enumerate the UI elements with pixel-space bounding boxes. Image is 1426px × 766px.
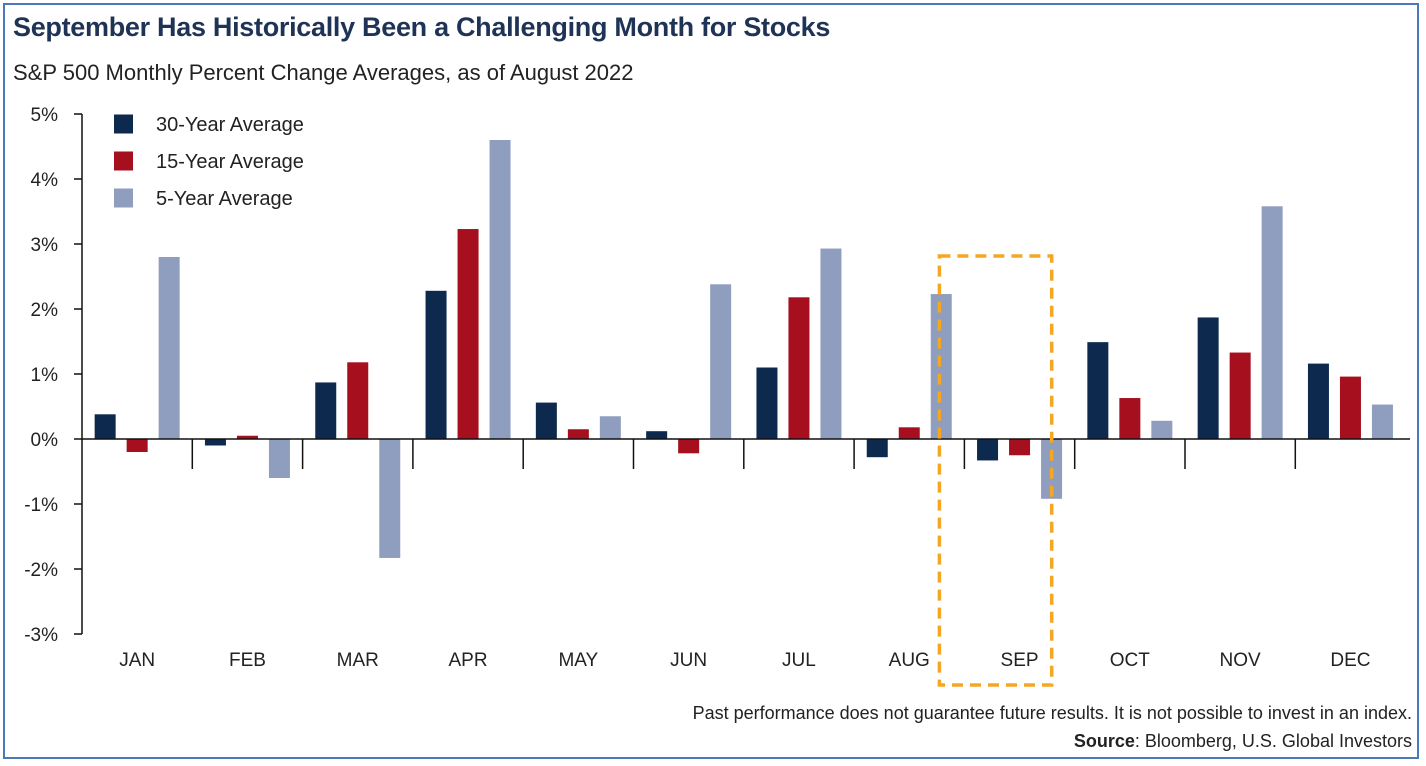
bar: [1261, 206, 1283, 439]
bar: [1307, 363, 1329, 439]
bar: [567, 429, 589, 439]
bar: [820, 248, 842, 439]
bar: [1119, 398, 1141, 439]
bar: [158, 257, 180, 439]
bar: [347, 362, 369, 439]
september-highlight-box: [937, 254, 1054, 687]
bar: [425, 290, 447, 439]
x-tick-label: DEC: [1330, 650, 1370, 671]
y-tick-label: -3%: [24, 625, 58, 646]
legend-label: 30-Year Average: [156, 114, 304, 136]
disclaimer-footnote: Past performance does not guarantee futu…: [692, 703, 1412, 723]
bar: [788, 297, 810, 439]
bar: [678, 439, 700, 454]
y-tick-label: 0%: [31, 430, 59, 451]
x-tick-label: JUN: [670, 650, 707, 671]
legend-swatch: [114, 114, 133, 134]
x-tick-label: NOV: [1220, 650, 1262, 671]
y-tick-label: -1%: [24, 495, 58, 516]
x-tick-label: MAY: [558, 650, 598, 671]
x-tick-label: APR: [449, 650, 488, 671]
y-tick-label: 4%: [31, 170, 59, 191]
bar: [898, 427, 920, 439]
bar: [315, 382, 337, 439]
bar: [1197, 317, 1219, 439]
bar: [1087, 342, 1109, 439]
x-tick-label: FEB: [229, 650, 266, 671]
x-tick-label: MAR: [337, 650, 379, 671]
bar: [126, 439, 148, 452]
bar: [236, 435, 258, 439]
y-tick-label: 2%: [31, 300, 59, 321]
bar: [710, 284, 732, 439]
chart-border: [3, 3, 1419, 759]
x-tick-label: OCT: [1110, 650, 1151, 671]
bar: [756, 367, 778, 439]
bar: [866, 439, 888, 458]
bar: [268, 439, 290, 478]
y-tick-label: 5%: [31, 105, 59, 126]
y-tick-label: -2%: [24, 560, 58, 581]
bar: [489, 140, 511, 439]
y-tick-label: 3%: [31, 235, 59, 256]
bar: [1009, 439, 1031, 456]
chart-title: September Has Historically Been a Challe…: [13, 12, 831, 42]
source-label: Source: [1073, 731, 1135, 751]
bar: [204, 439, 226, 446]
source-text: : Bloomberg, U.S. Global Investors: [1134, 731, 1412, 751]
bar: [1339, 376, 1361, 439]
x-tick-label: SEP: [1001, 650, 1039, 671]
legend-label: 5-Year Average: [156, 188, 293, 210]
bar: [1371, 404, 1393, 439]
legend-swatch: [114, 188, 133, 208]
bar: [977, 439, 999, 461]
bar: [535, 402, 557, 439]
x-tick-label: AUG: [889, 650, 930, 671]
bar: [379, 439, 401, 558]
chart-subtitle: S&P 500 Monthly Percent Change Averages,…: [13, 60, 634, 85]
source-note: Source: Bloomberg, U.S. Global Investors: [1074, 731, 1412, 752]
bar: [599, 416, 621, 439]
x-tick-label: JUL: [782, 650, 816, 671]
y-tick-label: 1%: [31, 365, 59, 386]
bar: [457, 229, 479, 439]
bar: [930, 294, 952, 439]
x-tick-label: JAN: [119, 650, 155, 671]
bar: [646, 431, 668, 439]
bar: [94, 414, 116, 439]
legend-label: 15-Year Average: [156, 151, 304, 173]
bar: [1229, 352, 1251, 439]
legend-swatch: [114, 151, 133, 171]
bar: [1151, 420, 1173, 439]
